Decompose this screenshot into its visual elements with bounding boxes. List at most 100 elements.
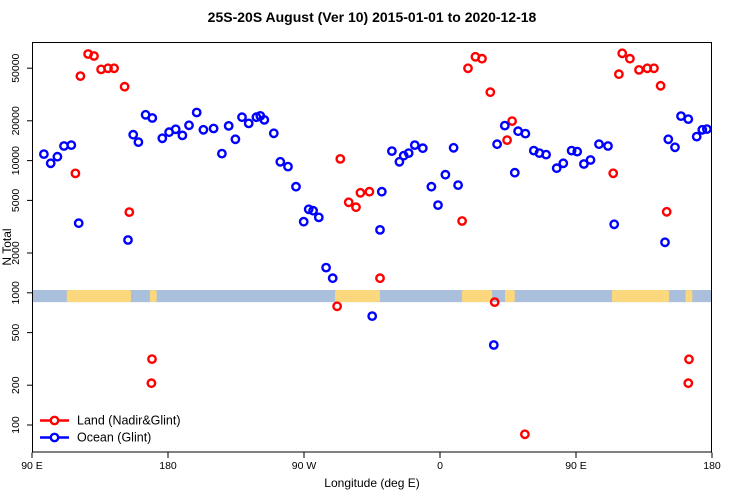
data-point <box>502 135 512 146</box>
data-point <box>39 149 49 160</box>
y-tick-label: 200 <box>10 376 22 394</box>
y-tick-label: 1000 <box>10 281 22 305</box>
data-point <box>335 153 346 164</box>
data-point <box>128 129 139 140</box>
data-point <box>89 51 99 61</box>
data-point <box>409 140 420 151</box>
data-point <box>558 158 569 169</box>
data-point <box>440 169 451 180</box>
data-point <box>291 181 301 192</box>
coastline-map-band <box>32 289 712 303</box>
axes-layer: 90 E 180 90 W 0 90 E 180 100 200 500 1000 2000 5000… <box>10 53 721 472</box>
data-point <box>327 273 338 284</box>
data-point <box>321 262 331 273</box>
data-point <box>594 139 604 150</box>
data-point <box>453 180 463 191</box>
data-point <box>520 429 530 440</box>
y-tick-label: 2000 <box>10 241 22 265</box>
data-point <box>283 161 293 172</box>
data-point <box>45 158 56 169</box>
data-point <box>223 121 234 131</box>
data-point <box>702 124 712 135</box>
data-point <box>655 80 666 91</box>
data-point <box>463 63 473 74</box>
data-point <box>492 139 502 150</box>
data-point <box>157 133 168 144</box>
legend: Land (Nadir&Glint) Ocean (Glint) <box>40 414 181 445</box>
data-point <box>614 69 624 80</box>
x-tick-label: 0 <box>437 460 443 472</box>
data-point <box>520 128 531 139</box>
data-point <box>572 146 583 157</box>
data-point <box>268 128 279 139</box>
data-point <box>585 155 596 165</box>
data-point <box>133 137 144 148</box>
data-point <box>485 87 496 98</box>
data-point <box>351 202 361 213</box>
data-point <box>70 168 81 179</box>
x-tick-label: 180 <box>703 460 721 472</box>
data-point <box>660 237 670 248</box>
data-point <box>394 156 405 167</box>
data-point <box>103 63 113 74</box>
data-point <box>198 124 209 135</box>
data-point <box>634 65 644 75</box>
data-point <box>426 181 437 192</box>
data-point <box>73 218 84 229</box>
data-point <box>417 143 428 154</box>
x-axis-label: Longitude (deg E) <box>324 476 419 490</box>
data-point <box>375 224 385 235</box>
data-point <box>448 142 459 153</box>
band-land-segment <box>611 289 670 303</box>
data-point <box>683 378 694 389</box>
legend-land-marker-icon <box>49 415 60 426</box>
data-point <box>123 235 133 245</box>
band-land-segment <box>504 289 515 303</box>
data-point <box>488 340 499 350</box>
data-point <box>75 71 86 82</box>
data-point <box>124 207 135 218</box>
data-point <box>313 212 324 223</box>
data-point <box>147 113 158 123</box>
data-point <box>566 145 577 156</box>
plot-box <box>32 42 712 453</box>
band-land-segment <box>685 289 693 303</box>
data-point <box>170 124 181 135</box>
data-point <box>191 107 202 118</box>
data-point <box>509 167 520 178</box>
data-point <box>697 124 708 135</box>
data-point <box>275 156 286 167</box>
data-point <box>551 163 562 174</box>
legend-land-label: Land (Nadir&Glint) <box>77 414 181 428</box>
data-point <box>303 204 314 215</box>
y-tick-label: 20000 <box>10 106 22 135</box>
data-point <box>109 63 120 74</box>
data-point <box>507 116 517 127</box>
data-point <box>177 130 188 141</box>
legend-ocean-marker-icon <box>49 432 60 443</box>
data-point <box>457 216 467 226</box>
legend-ocean-label: Ocean (Glint) <box>77 431 151 445</box>
data-point <box>684 354 694 365</box>
band-land-segment <box>334 289 381 303</box>
data-point <box>147 354 157 364</box>
data-point <box>66 140 77 151</box>
ocean-series <box>39 107 712 350</box>
data-point <box>541 149 551 160</box>
chart-title: 25S-20S August (Ver 10) 2015-01-01 to 20… <box>208 9 537 25</box>
data-point <box>649 63 659 74</box>
data-point <box>617 48 628 59</box>
data-point <box>625 53 635 64</box>
data-point <box>609 219 620 230</box>
y-tick-label: 100 <box>10 416 22 434</box>
data-point <box>499 120 510 131</box>
x-tick-label: 90 E <box>565 460 587 472</box>
data-point <box>308 205 318 216</box>
data-point <box>691 131 702 142</box>
y-tick-label: 50000 <box>10 53 22 82</box>
data-point <box>386 146 397 157</box>
band-land-segment <box>149 289 157 303</box>
x-tick-label: 90 W <box>292 460 317 472</box>
